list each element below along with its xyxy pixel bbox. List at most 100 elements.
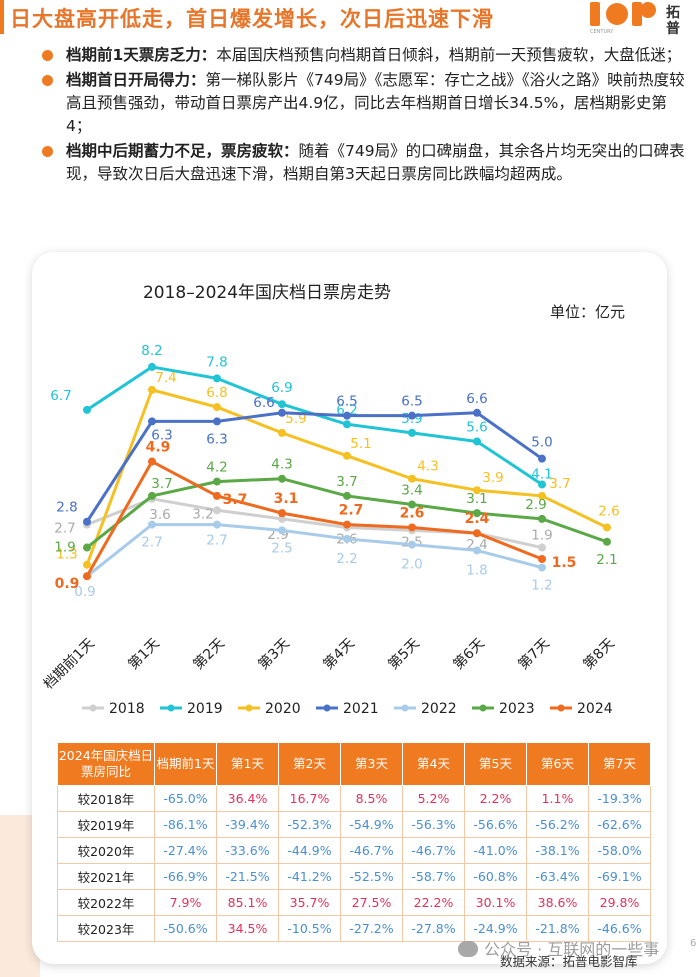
data-source: 数据来源：拓普电影智库 — [500, 954, 638, 969]
data-label-2019: 5.6 — [466, 419, 487, 435]
table-cell: -63.4% — [526, 863, 589, 890]
table-cell: -46.6% — [588, 915, 651, 942]
x-tick-label: 第1天 — [125, 635, 163, 673]
table-cell: -86.1% — [154, 811, 217, 838]
table-cell: -52.3% — [278, 811, 341, 838]
data-label-2021: 6.6 — [253, 395, 274, 411]
data-point-2021 — [213, 417, 221, 426]
table-cell: 27.5% — [340, 889, 403, 916]
table-header-cell: 第1天 — [216, 742, 279, 786]
table-cell: -52.5% — [340, 863, 403, 890]
data-point-2023 — [83, 543, 91, 552]
header-accent-bar — [0, 0, 4, 34]
data-point-2022 — [473, 546, 481, 555]
data-point-2019 — [278, 400, 286, 409]
table-cell: -56.6% — [464, 811, 527, 838]
data-point-2021 — [538, 454, 546, 463]
data-label-2020: 3.9 — [482, 470, 503, 486]
x-tick-label: 第7天 — [515, 635, 553, 673]
legend-label-2024: 2024 — [577, 701, 613, 717]
data-label-2022: 2.0 — [401, 557, 422, 573]
data-label-2018: 2.7 — [54, 521, 75, 537]
data-label-2020: 2.6 — [598, 503, 619, 519]
table-row-label: 较2019年 — [57, 811, 155, 838]
data-label-2023: 2.1 — [596, 552, 617, 568]
table-cell: 34.5% — [216, 915, 279, 942]
x-tick-label: 第4天 — [320, 635, 358, 673]
table-cell: 29.8% — [588, 889, 651, 916]
data-label-2024: 4.9 — [146, 440, 171, 456]
logo-cn-text-2: 普 — [666, 20, 680, 36]
chart-unit-label: 单位：亿元 — [550, 303, 625, 321]
data-point-2021 — [473, 408, 481, 417]
table-cell: -44.9% — [278, 837, 341, 864]
table-row: 较2022年 7.9% 85.1% 35.7% 27.5% 22.2% 30.1% 38.6%… — [57, 889, 651, 916]
legend-marker-2023 — [479, 704, 487, 712]
table-cell: 2.2% — [464, 785, 527, 812]
table-header-cell: 第7天 — [588, 742, 651, 786]
table-row-label: 较2022年 — [57, 889, 155, 916]
data-point-2019 — [408, 428, 416, 437]
table-cell: -41.0% — [464, 837, 527, 864]
data-label-2019: 6.7 — [50, 388, 71, 404]
data-point-2024 — [473, 529, 481, 538]
x-tick-label: 第3天 — [255, 635, 293, 673]
x-axis-layer: 档期前1天 第1天 第2天 第3天 第4天 第5天 第6天 第7天 第8天 — [40, 635, 618, 693]
data-point-2020 — [603, 523, 611, 532]
table-cell: -62.6% — [588, 811, 651, 838]
data-point-2020 — [538, 491, 546, 500]
table-cell: 36.4% — [216, 785, 279, 812]
box-office-line-chart: 2018–2024年国庆档日票房走势 单位：亿元 2.7 3.6 3.2 2.9 2.6… — [40, 283, 625, 717]
yoy-table: 2024年国庆档日票房同比 档期前1天 第1天 第2天 第3天 第4天 第5天 … — [57, 742, 651, 942]
legend-label-2023: 2023 — [499, 701, 535, 717]
data-point-2018 — [278, 514, 286, 523]
data-point-2023 — [538, 514, 546, 523]
table-cell: 35.7% — [278, 889, 341, 916]
data-label-2022: 2.7 — [206, 533, 227, 549]
table-row: 较2023年 -50.6% 34.5% -10.5% -27.2% -27.8% -24.9… — [57, 915, 651, 942]
table-cell: -38.1% — [526, 837, 589, 864]
bullet-dot-icon — [42, 75, 53, 86]
data-point-2023 — [603, 537, 611, 546]
bullet-item: 档期前1天票房乏力：本届国庆档预售向档期首日倾斜，档期前一天预售疲软，大盘低迷； — [40, 44, 690, 67]
bullet-dot-icon — [42, 50, 53, 61]
legend-marker-2019 — [167, 704, 175, 712]
table-row-label: 较2020年 — [57, 837, 155, 864]
data-point-2023 — [148, 491, 156, 500]
bullet-item: 档期首日开局得力：第一梯队影片《749局》《志愿军：存亡之战》《浴火之路》映前热… — [40, 69, 690, 138]
data-label-2024: 2.6 — [400, 505, 425, 521]
x-tick-label: 第5天 — [385, 635, 423, 673]
series-line-2022 — [86, 523, 543, 578]
table-cell: -21.8% — [526, 915, 589, 942]
series-line-2021 — [85, 411, 543, 523]
data-point-2024 — [213, 491, 221, 500]
topu-logo: CENTURY 拓 普 — [584, 0, 700, 36]
table-cell: 22.2% — [402, 889, 465, 916]
data-point-2024 — [148, 457, 156, 466]
data-label-2019: 6.9 — [271, 380, 292, 396]
data-point-2024 — [343, 520, 351, 529]
legend-marker-2020 — [245, 704, 253, 712]
summary-bullets: 档期前1天票房乏力：本届国庆档预售向档期首日倾斜，档期前一天预售疲软，大盘低迷；… — [40, 44, 690, 188]
data-point-2020 — [343, 451, 351, 460]
data-label-2024: 3.7 — [223, 492, 248, 508]
data-point-2023 — [213, 477, 221, 486]
bullet-text: 本届国庆档预售向档期首日倾斜，档期前一天预售疲软，大盘低迷； — [216, 46, 682, 64]
data-label-2021: 6.5 — [401, 394, 422, 410]
page-header: 日大盘高开低走，首日爆发增长，次日后迅速下滑 CENTURY 拓 普 — [0, 0, 700, 36]
data-point-2024 — [83, 572, 91, 581]
data-label-2020: 6.8 — [206, 385, 227, 401]
data-label-2022: 1.2 — [531, 578, 552, 594]
table-cell: -56.3% — [402, 811, 465, 838]
data-point-2024 — [408, 523, 416, 532]
table-cell: -24.9% — [464, 915, 527, 942]
legend-label-2018: 2018 — [109, 701, 145, 717]
data-point-2024 — [278, 509, 286, 518]
page-title: 日大盘高开低走，首日爆发增长，次日后迅速下滑 — [10, 7, 494, 31]
legend-marker-2018 — [89, 704, 97, 712]
legend-label-2022: 2022 — [421, 701, 457, 717]
data-label-2023: 2.9 — [525, 497, 546, 513]
data-point-2021 — [408, 411, 416, 420]
data-label-2022: 2.5 — [271, 540, 292, 556]
data-label-2024: 1.5 — [552, 555, 577, 571]
